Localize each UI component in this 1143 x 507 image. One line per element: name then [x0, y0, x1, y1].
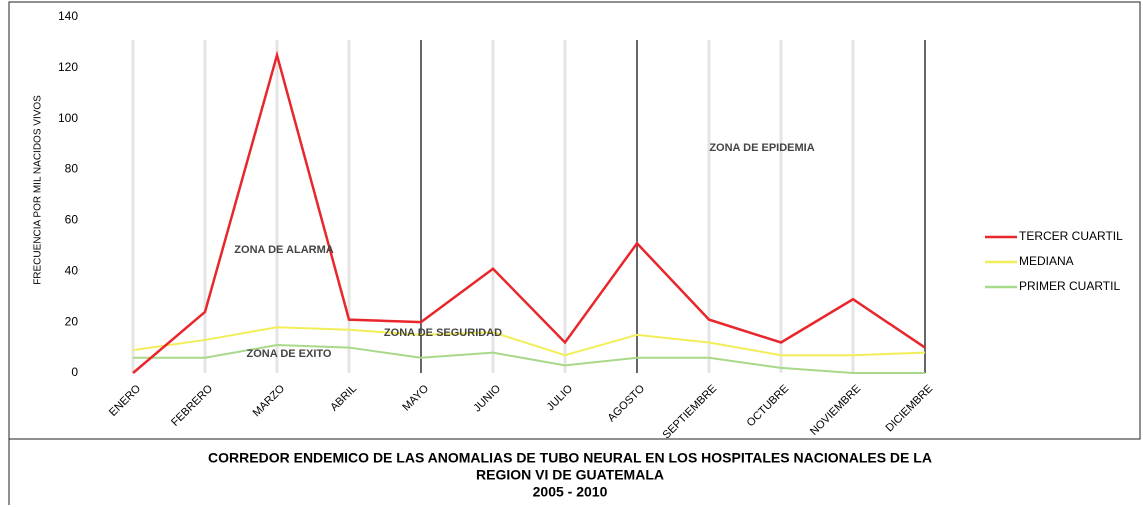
y-axis-label: FRECUENCIA POR MIL NACIDOS VIVOS: [33, 95, 44, 285]
y-tick-label: 60: [65, 213, 79, 227]
y-tick-label: 140: [58, 9, 78, 23]
x-tick-label: NOVIEMBRE: [808, 383, 863, 438]
legend-label: TERCER CUARTIL: [1019, 229, 1123, 243]
x-tick-label: SEPTIEMBRE: [661, 383, 720, 442]
chart-title: REGION VI DE GUATEMALA: [476, 467, 664, 483]
y-tick-label: 100: [58, 111, 78, 125]
series-line: [132, 50, 926, 374]
chart-title: CORREDOR ENDEMICO DE LAS ANOMALIAS DE TU…: [208, 450, 932, 466]
x-tick-label: MAYO: [400, 382, 431, 413]
annotation: ZONA DE ALARMA: [234, 244, 333, 256]
annotation: ZONA DE EPIDEMIA: [709, 142, 814, 154]
y-tick-label: 0: [71, 365, 78, 379]
x-tick-label: ENERO: [107, 382, 143, 418]
x-tick-label: JULIO: [545, 382, 576, 413]
series-line: [132, 326, 926, 357]
x-tick-label: OCTUBRE: [745, 383, 792, 430]
x-tick-label: MARZO: [251, 382, 288, 419]
legend-label: PRIMER CUARTIL: [1019, 279, 1120, 293]
x-tick-label: DICIEMBRE: [883, 383, 935, 435]
x-tick-label: FEBRERO: [169, 382, 215, 428]
annotation: ZONA DE EXITO: [247, 348, 332, 360]
x-tick-label: JUNIO: [471, 382, 503, 414]
annotation: ZONA DE SEGURIDAD: [384, 327, 502, 339]
legend-label: MEDIANA: [1019, 254, 1074, 268]
y-tick-label: 120: [58, 60, 78, 74]
series-line: [133, 344, 925, 374]
y-tick-label: 40: [65, 263, 79, 277]
chart-subtitle: 2005 - 2010: [533, 484, 608, 500]
y-tick-label: 80: [65, 162, 79, 176]
frame: [8, 1, 1141, 440]
x-tick-label: AGOSTO: [606, 382, 648, 424]
x-tick-label: ABRIL: [328, 383, 359, 414]
y-tick-label: 20: [65, 314, 79, 328]
